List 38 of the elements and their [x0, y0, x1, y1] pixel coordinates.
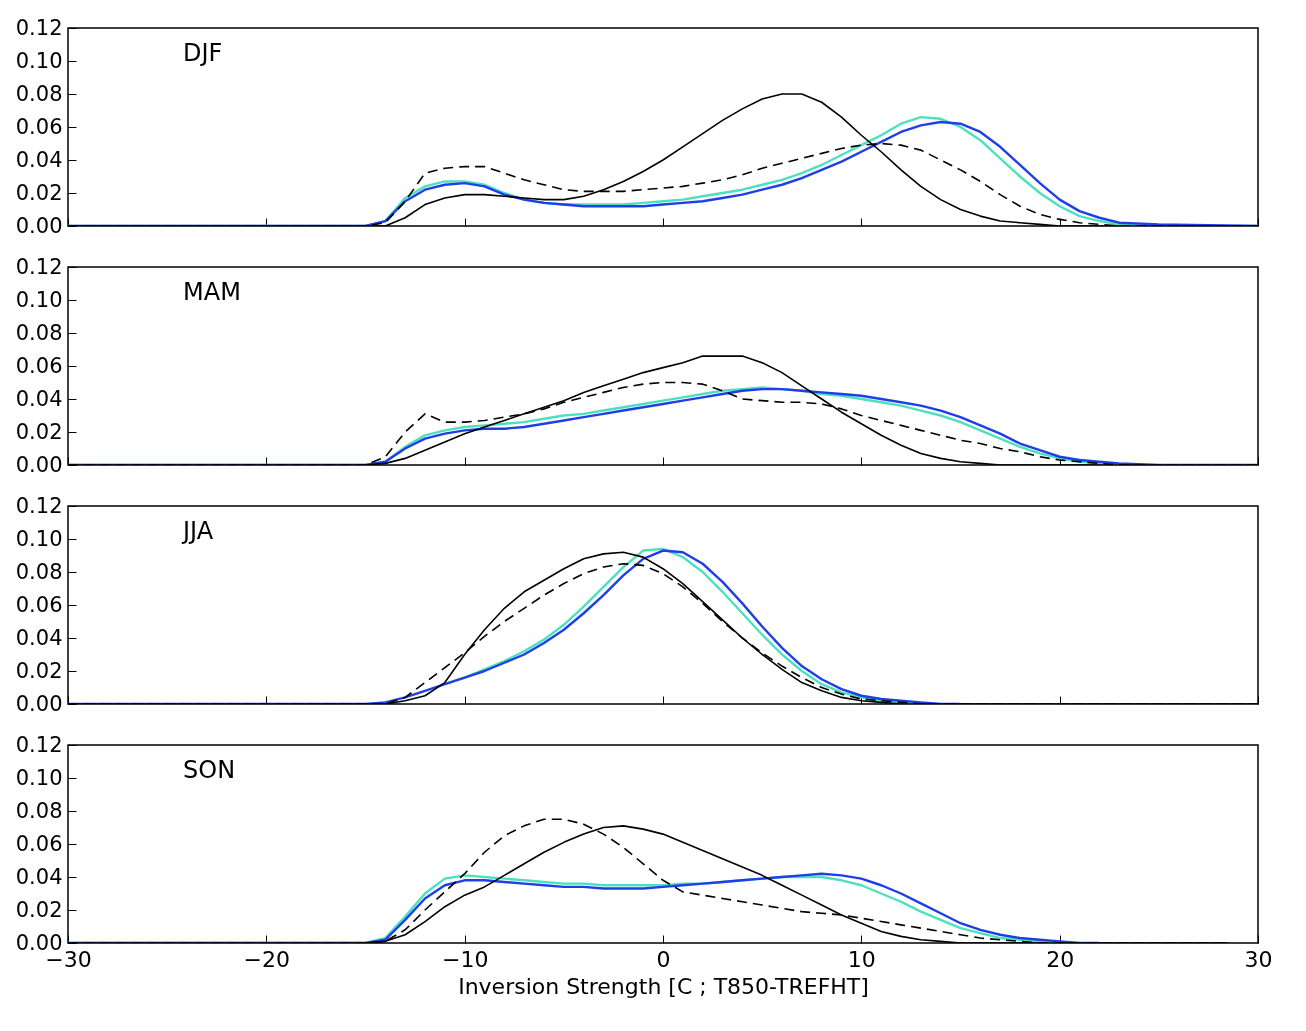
annotation: MAM — [183, 278, 241, 306]
annotation: SON — [183, 756, 236, 784]
y-tick-label: 0.04 — [15, 147, 63, 172]
y-tick-label: 0.02 — [15, 658, 63, 683]
y-tick-label: 0.10 — [15, 48, 63, 73]
y-tick-label: 0.10 — [15, 765, 63, 790]
y-tick-label: 0.06 — [15, 353, 63, 378]
x-tick-label: 0 — [656, 946, 671, 972]
y-tick-label: 0.12 — [15, 493, 63, 518]
y-tick-label: 0.06 — [15, 831, 63, 856]
x-tick-label: 20 — [1046, 946, 1075, 972]
y-tick-label: 0.12 — [15, 254, 63, 279]
y-tick-label: 0.02 — [15, 419, 63, 444]
y-tick-label: 0.04 — [15, 386, 63, 411]
y-tick-label: 0.04 — [15, 625, 63, 650]
x-axis-title: Inversion Strength [C ; T850-TREFHT] — [458, 973, 869, 999]
y-tick-label: 0.02 — [15, 897, 63, 922]
annotation: DJF — [183, 39, 223, 67]
y-tick-label: 0.08 — [15, 559, 63, 584]
y-tick-label: 0.04 — [15, 864, 63, 889]
y-tick-label: 0.08 — [15, 798, 63, 823]
y-tick-label: 0.06 — [15, 114, 63, 139]
y-tick-label: 0.00 — [15, 452, 63, 477]
y-tick-label: 0.00 — [15, 213, 63, 238]
y-tick-label: 0.10 — [15, 526, 63, 551]
x-tick-label: −10 — [441, 946, 489, 972]
y-tick-label: 0.02 — [15, 180, 63, 205]
y-tick-label: 0.08 — [15, 320, 63, 345]
y-tick-label: 0.06 — [15, 592, 63, 617]
x-tick-label: 30 — [1244, 946, 1273, 972]
y-tick-label: 0.08 — [15, 81, 63, 106]
annotation: JJA — [181, 517, 214, 545]
y-tick-label: 0.12 — [15, 15, 63, 40]
x-tick-label: 10 — [847, 946, 876, 972]
y-tick-label: 0.10 — [15, 287, 63, 312]
y-tick-label: 0.12 — [15, 732, 63, 757]
y-tick-label: 0.00 — [15, 691, 63, 716]
x-tick-label: −20 — [243, 946, 291, 972]
